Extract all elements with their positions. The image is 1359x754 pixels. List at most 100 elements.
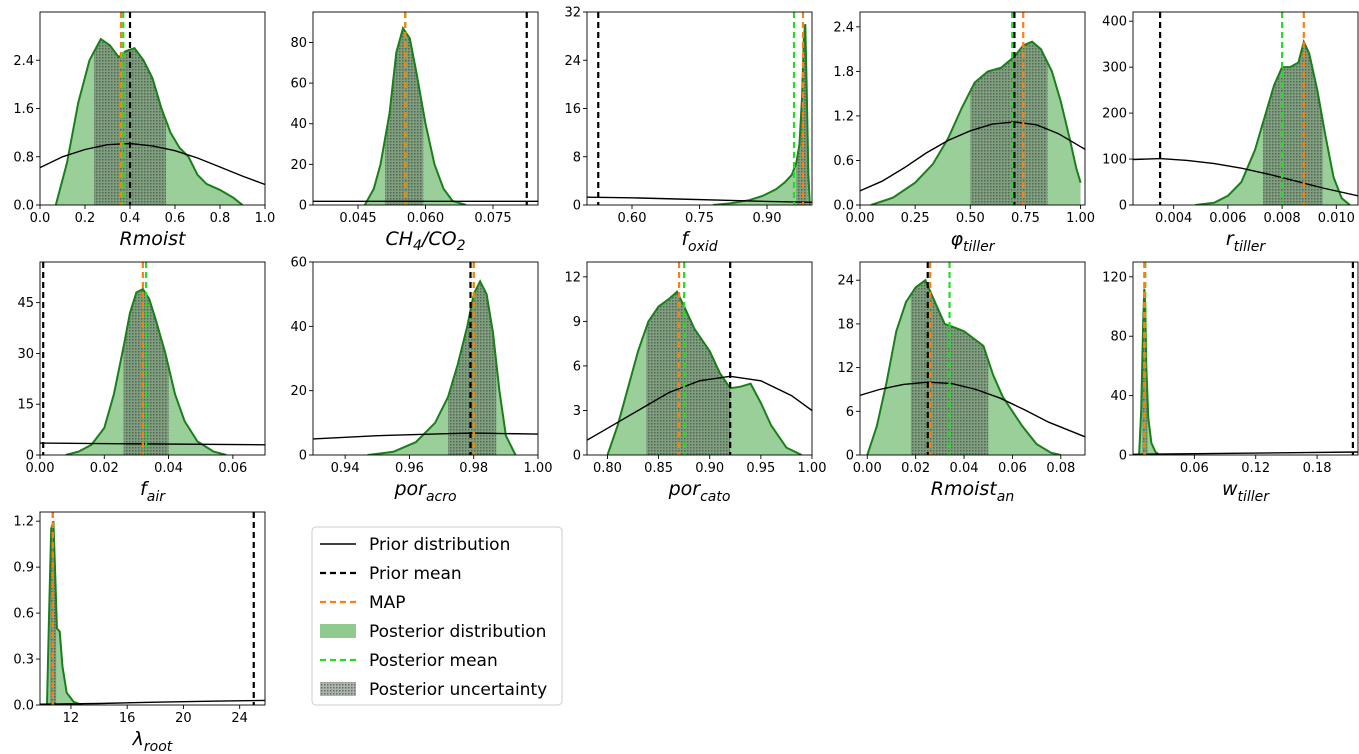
y-tick-label: 32 xyxy=(564,6,581,21)
posterior-kde-line xyxy=(866,278,1062,455)
y-tick-label: 80 xyxy=(1110,330,1127,345)
legend-label: Prior mean xyxy=(369,564,462,584)
x-axis-label-subscript: air xyxy=(147,489,166,505)
axes-frame xyxy=(859,11,1086,206)
y-tick-label: 0.8 xyxy=(13,150,34,165)
subplot-10: 0.06 0.12 0.18 0 40 80 120 wtiller xyxy=(1102,261,1359,505)
y-tick-label: 18 xyxy=(837,317,854,332)
y-tick-label: 0 xyxy=(1119,449,1127,464)
x-axis-label: CH4/CO2 xyxy=(385,228,465,254)
legend-item-prior-mean: Prior mean xyxy=(320,564,462,584)
x-axis-label: wtiller xyxy=(1222,478,1270,505)
x-tick-label: 0.075 xyxy=(474,211,511,226)
x-axis-label-main: f xyxy=(140,478,150,500)
y-tick-label: 400 xyxy=(1102,15,1127,30)
x-tick-label: 0.045 xyxy=(339,211,376,226)
y-tick-label: 15 xyxy=(17,398,34,413)
x-tick-label: 1.0 xyxy=(255,211,276,226)
x-tick-label: 0.50 xyxy=(956,211,985,226)
x-tick-label: 0.12 xyxy=(1241,461,1270,476)
legend-label: Posterior uncertainty xyxy=(369,680,547,700)
x-tick-label: 0.004 xyxy=(1155,211,1192,226)
y-tick-label: 0 xyxy=(846,449,854,464)
x-axis-label-part: /CO xyxy=(420,228,457,250)
plot-area xyxy=(1133,12,1358,205)
legend: Prior distribution Prior mean MAP Posterior… xyxy=(311,526,563,706)
x-tick-label: 0.25 xyxy=(901,211,930,226)
plot-area xyxy=(313,12,538,205)
y-tick-label: 0.6 xyxy=(833,154,854,169)
prior-distribution-line xyxy=(587,375,812,441)
y-tick-label: 1.2 xyxy=(833,109,854,124)
x-axis-label-part: 2 xyxy=(457,238,466,254)
x-axis-label-main: r xyxy=(1226,228,1235,250)
plot-area xyxy=(1133,262,1358,455)
y-tick-label: 40 xyxy=(290,320,307,335)
y-tick-label: 1.6 xyxy=(13,102,34,117)
prior-distribution-line xyxy=(860,121,1085,192)
plot-area xyxy=(587,12,812,205)
y-tick-label: 1.2 xyxy=(13,515,34,530)
x-tick-label: 0.04 xyxy=(154,461,183,476)
x-axis-label-main: Rmoist xyxy=(931,478,999,500)
y-tick-label: 0.0 xyxy=(13,699,34,714)
x-tick-label: 0.008 xyxy=(1263,211,1300,226)
y-tick-label: 60 xyxy=(290,256,307,271)
posterior-distribution-area xyxy=(713,24,810,205)
plot-area xyxy=(40,12,265,205)
x-axis-label-subscript: tiller xyxy=(963,239,996,255)
y-tick-label: 0.6 xyxy=(13,607,34,622)
y-tick-label: 12 xyxy=(564,270,581,285)
y-tick-label: 0 xyxy=(299,449,307,464)
legend-label: Posterior mean xyxy=(369,651,498,671)
x-tick-label: 0.85 xyxy=(644,461,673,476)
x-tick-label: 12 xyxy=(63,711,80,726)
x-tick-label: 0.08 xyxy=(1046,461,1075,476)
axes-frame xyxy=(312,261,539,456)
axes-frame xyxy=(586,261,813,456)
plot-area xyxy=(40,262,265,455)
plot-area xyxy=(860,262,1085,455)
posterior-kde-line xyxy=(46,520,83,705)
legend-item-uncertainty: Posterior uncertainty xyxy=(320,680,547,700)
x-tick-label: 0.06 xyxy=(218,461,247,476)
y-tick-label: 3 xyxy=(573,404,581,419)
subplot-7: 0.94 0.96 0.98 1.00 0 20 40 60 poracro xyxy=(290,256,552,506)
x-tick-label: 0.00 xyxy=(26,461,55,476)
subplot-2: 0.045 0.060 0.075 0 20 40 60 80 CH4/CO2 xyxy=(290,11,539,254)
axes-frame xyxy=(586,11,813,206)
x-axis-label-main: por xyxy=(668,478,702,500)
legend-item-prior: Prior distribution xyxy=(320,535,510,555)
x-axis-label-subscript: an xyxy=(997,489,1014,505)
y-tick-label: 60 xyxy=(290,77,307,92)
x-tick-label: 0.00 xyxy=(853,461,882,476)
y-tick-label: 24 xyxy=(564,54,581,69)
axes-frame xyxy=(1132,11,1359,206)
x-tick-label: 16 xyxy=(119,711,136,726)
posterior-kde-line xyxy=(65,287,227,455)
x-axis-label: φtiller xyxy=(950,228,995,255)
subplot-4: 0.00 0.25 0.50 0.75 1.00 0.0 0.6 1.2 1.8 2.4 φtill… xyxy=(833,11,1095,255)
x-tick-label: 0.02 xyxy=(90,461,119,476)
x-tick-label: 0.96 xyxy=(395,461,424,476)
prior-distribution-line xyxy=(40,699,265,705)
x-axis-label-main: por xyxy=(393,478,427,500)
axes-frame xyxy=(39,511,266,706)
y-tick-label: 16 xyxy=(564,102,581,117)
legend-label: Prior distribution xyxy=(369,535,510,555)
posterior-kde-line xyxy=(1195,38,1351,205)
x-tick-label: 0.060 xyxy=(407,211,444,226)
y-tick-label: 2.4 xyxy=(833,20,854,35)
x-axis-label: Rmoist xyxy=(120,228,188,250)
x-axis-label-subscript: acro xyxy=(426,489,457,505)
plot-area xyxy=(313,262,538,455)
y-tick-label: 1.8 xyxy=(833,65,854,80)
y-tick-label: 8 xyxy=(573,150,581,165)
legend-swatch xyxy=(320,682,356,696)
x-axis-label: Rmoistan xyxy=(931,478,1014,505)
x-axis-label-subscript: tiller xyxy=(1234,239,1267,255)
y-tick-label: 30 xyxy=(17,347,34,362)
prior-distribution-line xyxy=(40,442,265,446)
y-tick-label: 80 xyxy=(290,36,307,51)
